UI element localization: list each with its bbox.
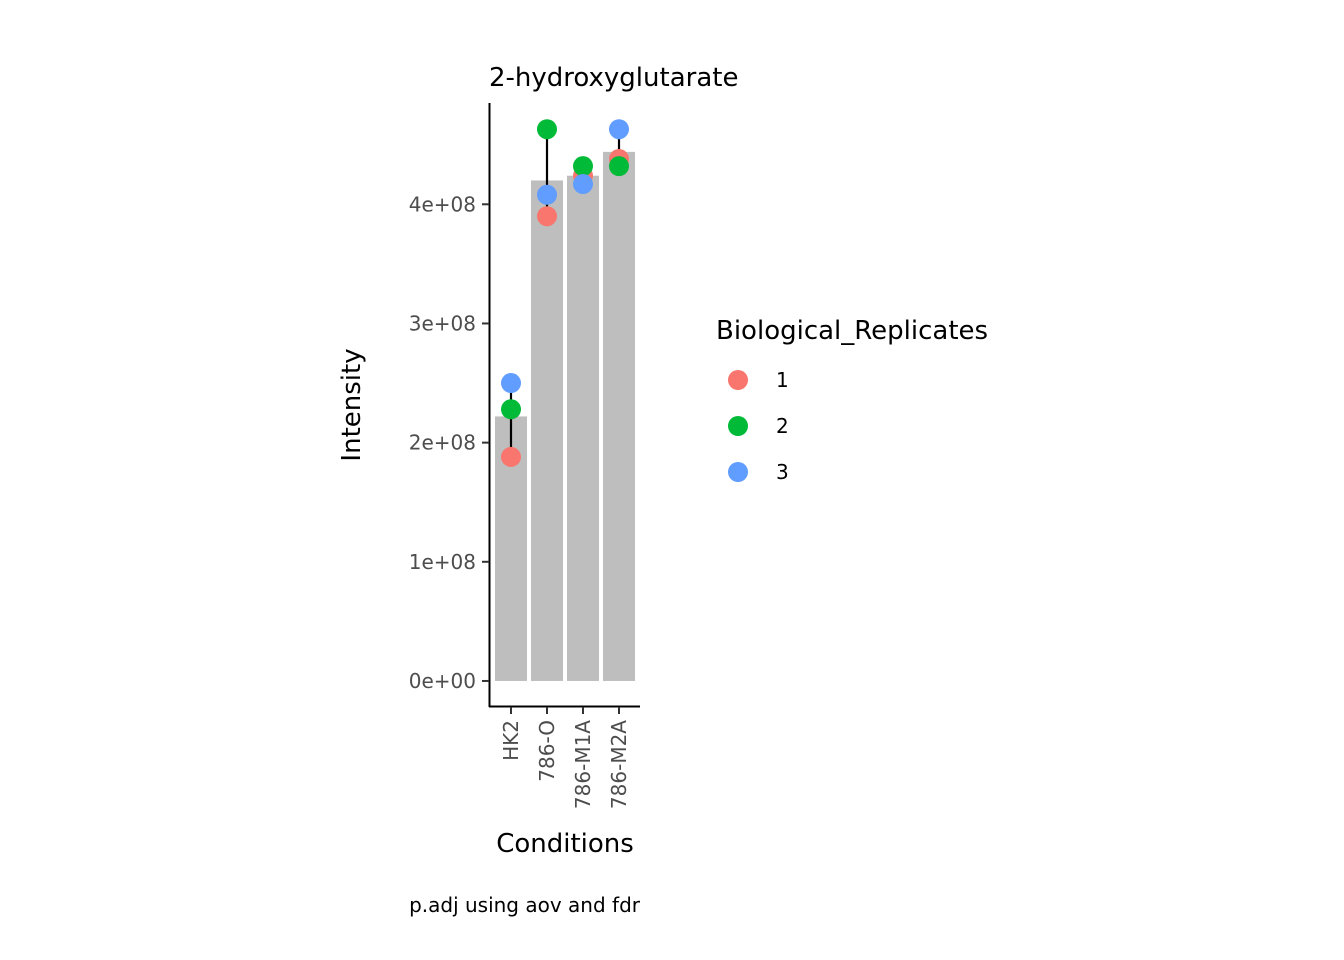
point-786-M2A-rep2 [609, 156, 629, 177]
x-tick-label: 786-O [535, 720, 559, 782]
legend-items: 1 2 3 [728, 368, 789, 484]
point-786-O-rep1 [537, 206, 557, 227]
chart-title: 2-hydroxyglutarate [489, 63, 738, 93]
legend: Biological_Replicates 1 2 3 [716, 316, 988, 484]
y-axis-title: Intensity [337, 348, 367, 461]
point-HK2-rep3 [501, 373, 521, 394]
axes-group [488, 103, 640, 708]
bar-786-M2A [603, 151, 635, 681]
y-tick-label: 3e+08 [409, 311, 476, 335]
x-ticks-group: HK2 786-O 786-M1A 786-M2A [499, 707, 631, 809]
x-axis-title: Conditions [496, 829, 634, 859]
legend-title: Biological_Replicates [716, 316, 988, 346]
point-786-M2A-rep3 [609, 119, 629, 140]
point-786-M1A-rep2 [573, 156, 593, 177]
point-HK2-rep1 [501, 446, 521, 467]
legend-key-2 [728, 416, 748, 436]
error-bars-group [509, 130, 621, 448]
caption: p.adj using aov and fdr [409, 893, 641, 917]
bar-786-O [531, 180, 563, 681]
legend-key-1 [728, 370, 748, 390]
bars-group [495, 151, 635, 681]
point-786-O-rep3 [537, 184, 557, 205]
y-tick-label: 0e+00 [409, 669, 476, 693]
legend-key-3 [728, 462, 748, 482]
point-HK2-rep2 [501, 399, 521, 420]
legend-label-2: 2 [776, 414, 789, 438]
y-tick-label: 4e+08 [409, 192, 476, 216]
x-tick-label: HK2 [499, 720, 523, 761]
x-tick-label: 786-M2A [607, 720, 631, 809]
y-tick-label: 2e+08 [409, 431, 476, 455]
points-group [501, 119, 629, 467]
y-ticks-group: 0e+00 1e+08 2e+08 3e+08 4e+08 [409, 192, 489, 693]
x-tick-label: 786-M1A [571, 720, 595, 809]
point-786-M1A-rep3 [573, 174, 593, 195]
legend-label-1: 1 [776, 368, 789, 392]
y-tick-label: 1e+08 [409, 550, 476, 574]
point-786-O-rep2 [537, 119, 557, 140]
bar-786-M1A [567, 175, 599, 681]
legend-label-3: 3 [776, 460, 789, 484]
